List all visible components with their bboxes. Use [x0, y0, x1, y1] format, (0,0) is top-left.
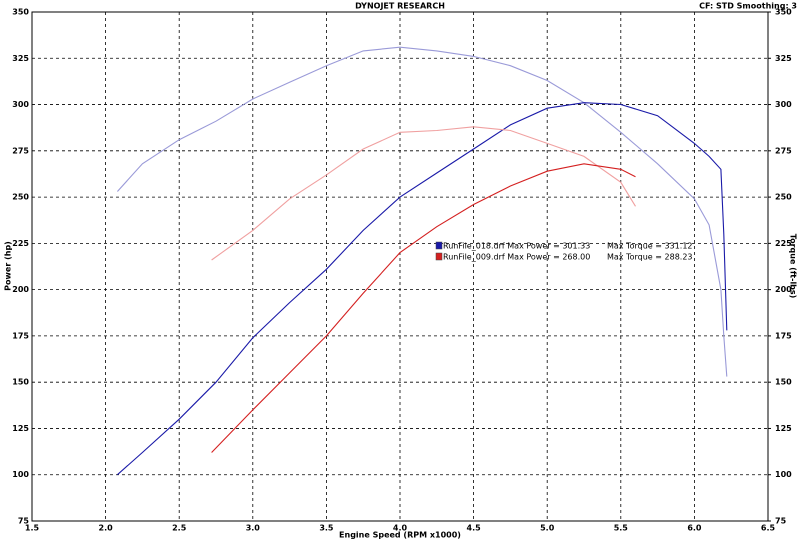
x-tick-label: 5.5	[614, 524, 629, 533]
y2-tick-label: 300	[775, 100, 792, 109]
y2-tick-label: 200	[775, 285, 792, 294]
y-tick-label: 100	[12, 470, 29, 479]
y-tick-label: 325	[12, 54, 29, 63]
legend-label: RunFile_018.drf Max Power = 301.33	[443, 242, 590, 251]
y2-tick-label: 250	[775, 193, 792, 202]
x-tick-label: 6.0	[687, 524, 702, 533]
legend-torque-label: Max Torque = 288.23	[607, 253, 693, 262]
x-tick-label: 1.5	[25, 524, 40, 533]
x-tick-label: 3.5	[319, 524, 334, 533]
y2-tick-label: 175	[775, 331, 792, 340]
x-tick-label: 2.5	[172, 524, 187, 533]
y2-tick-label: 100	[775, 470, 792, 479]
y-tick-label: 150	[12, 378, 29, 387]
x-tick-label: 5.0	[540, 524, 555, 533]
power-line	[211, 163, 636, 453]
torque-line	[211, 126, 636, 261]
power-line	[117, 102, 728, 476]
y-tick-label: 125	[12, 424, 29, 433]
torque-line	[116, 46, 728, 377]
y-tick-label: 225	[12, 239, 29, 248]
y2-tick-label: 275	[775, 146, 792, 155]
x-axis-label: Engine Speed (RPM x1000)	[339, 531, 461, 540]
y2-tick-label: 350	[775, 8, 792, 17]
legend-label: RunFile_009.drf Max Power = 268.00	[443, 253, 590, 262]
chart-title: DYNOJET RESEARCH	[355, 2, 445, 11]
y2-axis-label: Torque (ft-lbs)	[789, 234, 798, 299]
y2-tick-label: 125	[775, 424, 792, 433]
y-tick-label: 200	[12, 285, 29, 294]
x-tick-label: 2.0	[99, 524, 114, 533]
y-tick-label: 350	[12, 8, 29, 17]
y2-tick-label: 325	[775, 54, 792, 63]
y2-tick-label: 225	[775, 239, 792, 248]
legend-torque-label: Max Torque = 331.12	[607, 242, 693, 251]
x-tick-label: 3.0	[246, 524, 261, 533]
y-tick-label: 250	[12, 193, 29, 202]
y-tick-label: 275	[12, 146, 29, 155]
x-tick-label: 6.5	[761, 524, 776, 533]
y2-tick-label: 75	[775, 517, 787, 526]
x-tick-label: 4.0	[393, 524, 408, 533]
y-tick-label: 300	[12, 100, 29, 109]
y-axis-label: Power (hp)	[4, 241, 13, 291]
y-tick-label: 75	[18, 517, 30, 526]
y2-tick-label: 150	[775, 378, 792, 387]
legend-swatch	[435, 241, 443, 250]
y-tick-label: 175	[12, 331, 29, 340]
chart-subtitle: CF: STD Smoothing: 3	[699, 2, 797, 11]
x-tick-label: 4.5	[467, 524, 482, 533]
legend-swatch	[435, 252, 443, 261]
